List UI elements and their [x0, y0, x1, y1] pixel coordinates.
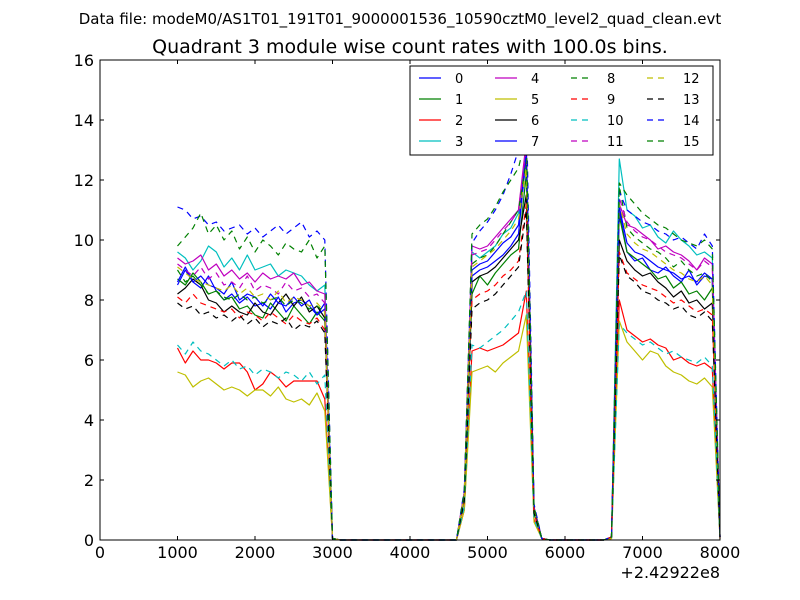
- legend-label-5: 5: [531, 93, 539, 108]
- legend-label-2: 2: [455, 114, 463, 129]
- legend-label-8: 8: [607, 72, 615, 87]
- y-tick-label: 16: [74, 51, 94, 70]
- y-tick-label: 10: [74, 231, 94, 250]
- x-tick-label: 5000: [467, 543, 508, 562]
- y-tick-label: 2: [84, 471, 94, 490]
- series-line-13: [177, 209, 721, 541]
- series-line-14: [177, 101, 721, 541]
- legend-label-12: 12: [683, 72, 700, 87]
- x-tick-label: 6000: [545, 543, 586, 562]
- legend-label-6: 6: [531, 114, 539, 129]
- legend-label-7: 7: [531, 135, 539, 150]
- legend-label-9: 9: [607, 93, 615, 108]
- legend-label-15: 15: [683, 135, 700, 150]
- axis-ticks: 0 1000 2000 3000 4000 5000 6000 7000 80000246810…: [74, 51, 741, 562]
- y-tick-label: 12: [74, 171, 94, 190]
- y-tick-label: 8: [84, 291, 94, 310]
- legend-label-4: 4: [531, 72, 539, 87]
- y-tick-label: 0: [84, 531, 94, 550]
- x-tick-label: 0: [95, 543, 105, 562]
- legend-label-13: 13: [683, 93, 700, 108]
- legend-box: [409, 65, 714, 156]
- x-tick-label: 4000: [390, 543, 431, 562]
- legend-label-1: 1: [455, 93, 463, 108]
- series-line-10: [177, 290, 721, 541]
- y-tick-label: 4: [84, 411, 94, 430]
- legend-label-14: 14: [683, 114, 700, 129]
- figure-suptitle: Data file: modeM0/AS1T01_191T01_90000015…: [79, 10, 722, 29]
- y-tick-label: 6: [84, 351, 94, 370]
- x-tick-label: 8000: [700, 543, 741, 562]
- x-tick-label: 7000: [622, 543, 663, 562]
- legend-label-11: 11: [607, 135, 624, 150]
- x-tick-label: 3000: [312, 543, 353, 562]
- y-tick-label: 14: [74, 111, 94, 130]
- x-tick-label: 2000: [235, 543, 276, 562]
- chart-title: Quadrant 3 module wise count rates with …: [152, 36, 668, 58]
- x-tick-label: 1000: [157, 543, 198, 562]
- legend-label-0: 0: [455, 72, 463, 87]
- legend-label-3: 3: [455, 135, 463, 150]
- x-axis-offset-label: +2.42922e8: [620, 563, 720, 582]
- legend-label-10: 10: [607, 114, 624, 129]
